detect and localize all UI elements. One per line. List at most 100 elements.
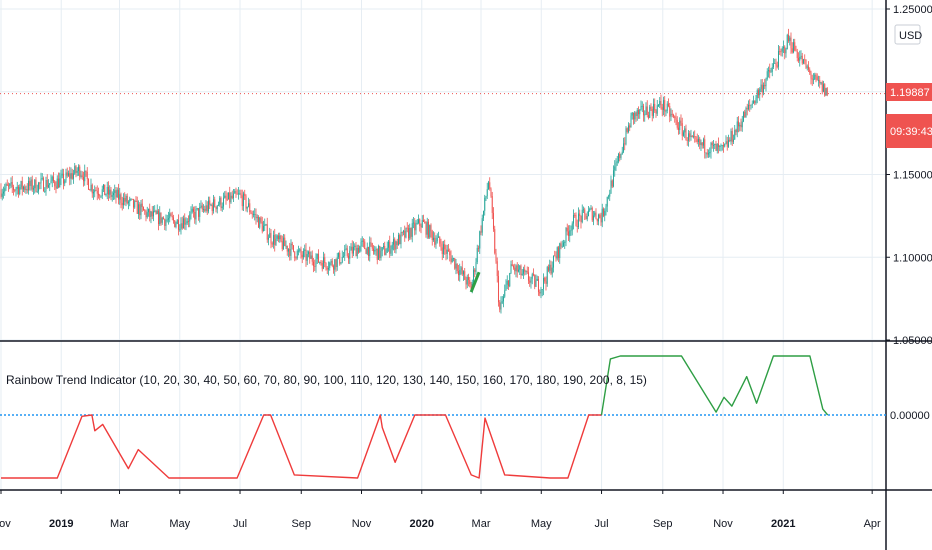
candle (551, 261, 553, 278)
candle (39, 181, 41, 190)
candle (439, 236, 441, 247)
candle (732, 134, 734, 144)
candle (162, 216, 164, 220)
candle (12, 184, 14, 196)
candle (620, 153, 622, 160)
candle (721, 144, 723, 151)
candle (210, 203, 212, 207)
candle (304, 244, 306, 258)
candle (701, 142, 703, 149)
candle (34, 179, 36, 194)
candle (54, 180, 56, 191)
candle (386, 241, 388, 253)
candle (246, 206, 248, 213)
candle (174, 219, 176, 228)
candle (729, 137, 731, 143)
candle (661, 103, 663, 117)
candle (527, 266, 529, 285)
candle (720, 143, 722, 152)
candle (565, 227, 567, 247)
candle (572, 209, 574, 230)
candle (17, 184, 19, 198)
candle (159, 206, 161, 226)
candle (794, 38, 796, 52)
candle (657, 103, 659, 108)
candle (257, 215, 259, 228)
candle (320, 259, 322, 266)
candle (4, 183, 6, 196)
candle (131, 198, 133, 200)
candle (310, 251, 312, 259)
candle (511, 259, 513, 267)
candle (586, 211, 588, 222)
candle (149, 203, 151, 222)
candle (666, 101, 668, 114)
candle (240, 189, 242, 199)
candle (289, 242, 291, 261)
candle (676, 116, 678, 130)
candle (345, 243, 347, 251)
candle (321, 260, 323, 272)
candle (366, 242, 368, 256)
candle (539, 289, 541, 297)
candle (509, 272, 511, 288)
candle (594, 210, 596, 218)
candle (781, 46, 783, 57)
candle (182, 215, 184, 229)
candle (577, 207, 579, 230)
candle (214, 196, 216, 208)
currency-button-label: USD (899, 30, 922, 42)
price-candles[interactable] (0, 28, 828, 314)
candle (805, 59, 807, 69)
candle (769, 63, 771, 79)
candle (396, 238, 398, 249)
candle (139, 202, 141, 220)
candle (205, 200, 207, 213)
candle (72, 169, 74, 184)
candle (332, 264, 334, 274)
candle (810, 70, 812, 85)
candle (725, 135, 727, 145)
candle (669, 102, 671, 123)
candle (481, 214, 483, 236)
candle (331, 258, 333, 268)
time-tick-label: May (531, 518, 552, 530)
candle (435, 235, 437, 249)
candle (405, 227, 407, 239)
candle (302, 248, 304, 260)
candle (606, 196, 608, 213)
candle (85, 170, 87, 177)
candle (152, 205, 154, 222)
currency-button[interactable]: USD (894, 24, 922, 45)
candle (446, 244, 448, 260)
candle (746, 103, 748, 116)
candle (99, 193, 101, 201)
rainbow-indicator-lines[interactable] (1, 355, 829, 479)
candle (340, 262, 342, 265)
candle (254, 208, 256, 221)
indicator-legend-label[interactable]: Rainbow Trend Indicator (10, 20, 30, 40,… (6, 373, 647, 387)
candle (105, 193, 107, 197)
candle (521, 269, 523, 276)
indicator-zero-tick: 0.00000 (890, 410, 930, 422)
candle (109, 185, 111, 199)
candle (802, 58, 804, 65)
candle (459, 263, 461, 282)
candle (530, 276, 532, 289)
candle (475, 258, 477, 275)
candle (124, 192, 126, 206)
candle (760, 79, 762, 92)
candle (610, 175, 612, 194)
candle (756, 88, 758, 104)
candle (307, 250, 309, 258)
candle (455, 259, 457, 275)
candle (249, 199, 251, 215)
candle (200, 200, 202, 209)
candle (736, 116, 738, 138)
candle (96, 185, 98, 201)
candle (371, 242, 373, 251)
candle (745, 106, 747, 118)
candle (564, 240, 566, 249)
time-scale[interactable]: Nov 2019 Mar May Jul Sep Nov 2020 Mar May Jul Sep No… (0, 490, 881, 530)
